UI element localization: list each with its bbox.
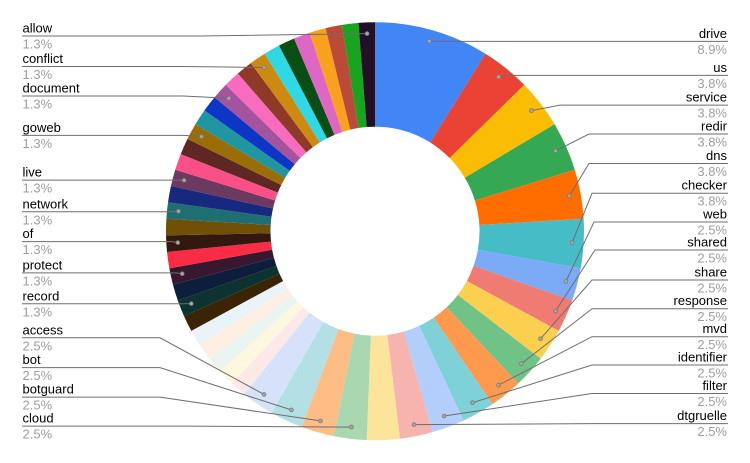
svg-text:3.8%: 3.8% <box>697 164 727 179</box>
svg-text:1.3%: 1.3% <box>23 67 53 82</box>
svg-text:1.3%: 1.3% <box>23 304 53 319</box>
svg-text:mvd: mvd <box>702 321 727 336</box>
svg-text:2.5%: 2.5% <box>697 309 727 324</box>
svg-text:2.5%: 2.5% <box>697 366 727 381</box>
svg-text:goweb: goweb <box>23 120 61 135</box>
svg-text:access: access <box>23 322 64 337</box>
svg-text:2.5%: 2.5% <box>23 338 53 353</box>
svg-text:bot: bot <box>23 352 41 367</box>
svg-text:response: response <box>674 293 727 308</box>
svg-text:1.3%: 1.3% <box>23 37 53 52</box>
svg-text:2.5%: 2.5% <box>697 424 727 439</box>
svg-text:3.8%: 3.8% <box>697 194 727 209</box>
svg-text:8.9%: 8.9% <box>697 42 727 57</box>
svg-text:1.3%: 1.3% <box>23 97 53 112</box>
svg-text:shared: shared <box>687 235 727 250</box>
svg-text:botguard: botguard <box>23 382 74 397</box>
svg-text:2.5%: 2.5% <box>23 368 53 383</box>
svg-text:2.5%: 2.5% <box>697 394 727 409</box>
svg-text:live: live <box>23 165 43 180</box>
svg-text:conflict: conflict <box>23 51 64 66</box>
svg-text:protect: protect <box>23 257 63 272</box>
svg-text:1.3%: 1.3% <box>23 181 53 196</box>
svg-text:2.5%: 2.5% <box>697 223 727 238</box>
svg-text:record: record <box>23 288 60 303</box>
svg-text:3.8%: 3.8% <box>697 106 727 121</box>
svg-text:document: document <box>23 81 80 96</box>
svg-text:dns: dns <box>706 148 727 163</box>
svg-text:filter: filter <box>702 378 727 393</box>
svg-text:1.3%: 1.3% <box>23 136 53 151</box>
svg-text:1.3%: 1.3% <box>23 273 53 288</box>
svg-text:service: service <box>686 90 727 105</box>
svg-text:2.5%: 2.5% <box>697 281 727 296</box>
svg-text:cloud: cloud <box>23 411 54 426</box>
svg-text:identifier: identifier <box>678 350 728 365</box>
svg-text:web: web <box>702 207 727 222</box>
svg-text:share: share <box>694 265 727 280</box>
svg-text:dtgruelle: dtgruelle <box>677 408 727 423</box>
svg-text:2.5%: 2.5% <box>697 251 727 266</box>
svg-text:1.3%: 1.3% <box>23 242 53 257</box>
svg-text:1.3%: 1.3% <box>23 212 53 227</box>
svg-text:drive: drive <box>699 26 727 41</box>
svg-text:2.5%: 2.5% <box>697 337 727 352</box>
svg-text:redir: redir <box>701 119 728 134</box>
svg-text:2.5%: 2.5% <box>23 398 53 413</box>
svg-text:3.8%: 3.8% <box>697 76 727 91</box>
svg-text:us: us <box>713 60 727 75</box>
svg-text:network: network <box>23 196 69 211</box>
svg-text:of: of <box>23 226 34 241</box>
svg-text:allow: allow <box>23 21 53 36</box>
svg-text:checker: checker <box>681 178 727 193</box>
svg-text:3.8%: 3.8% <box>697 135 727 150</box>
svg-text:2.5%: 2.5% <box>23 427 53 442</box>
